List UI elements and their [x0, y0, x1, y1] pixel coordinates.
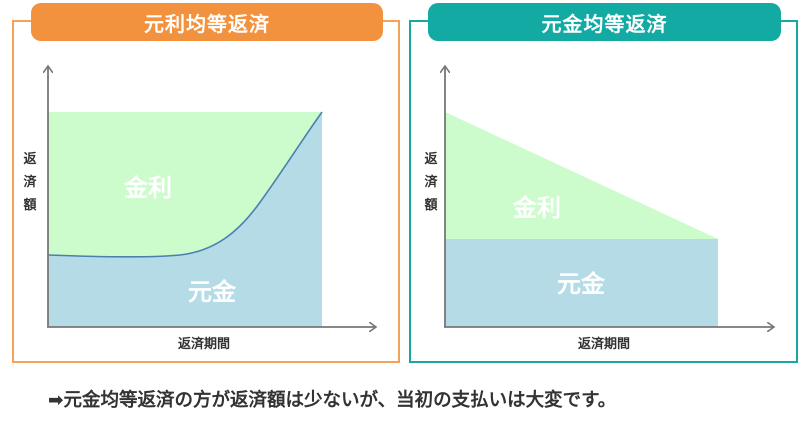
right-panel-title: 元金均等返済: [428, 3, 781, 41]
left-principal-label: 元金: [188, 278, 237, 306]
left-principal-area: [48, 112, 322, 327]
right-y-axis-label-char-2: 済: [424, 174, 438, 190]
right-interest-label: 金利: [512, 194, 561, 222]
left-interest-label: 金利: [123, 174, 172, 202]
left-x-axis-label: 返済期間: [178, 336, 230, 352]
right-y-axis-label-char-3: 額: [423, 197, 437, 213]
left-boundary-line: [47, 111, 323, 258]
right-y-axis-label-char-1: 返: [424, 152, 437, 167]
left-y-axis-label-char-1: 返: [23, 152, 36, 167]
left-y-axis-label-char-3: 額: [22, 197, 36, 213]
right-x-axis-label: 返済期間: [578, 336, 630, 352]
left-y-axis-label-char-2: 済: [23, 174, 37, 190]
right-principal-label: 元金: [557, 270, 606, 298]
left-panel-title: 元利均等返済: [31, 3, 383, 41]
summary-caption: ➡元金均等返済の方が返済額は少ないが、当初の支払いは大変です。: [48, 390, 617, 411]
right-interest-area: [445, 112, 718, 239]
right-principal-area: [445, 239, 718, 327]
